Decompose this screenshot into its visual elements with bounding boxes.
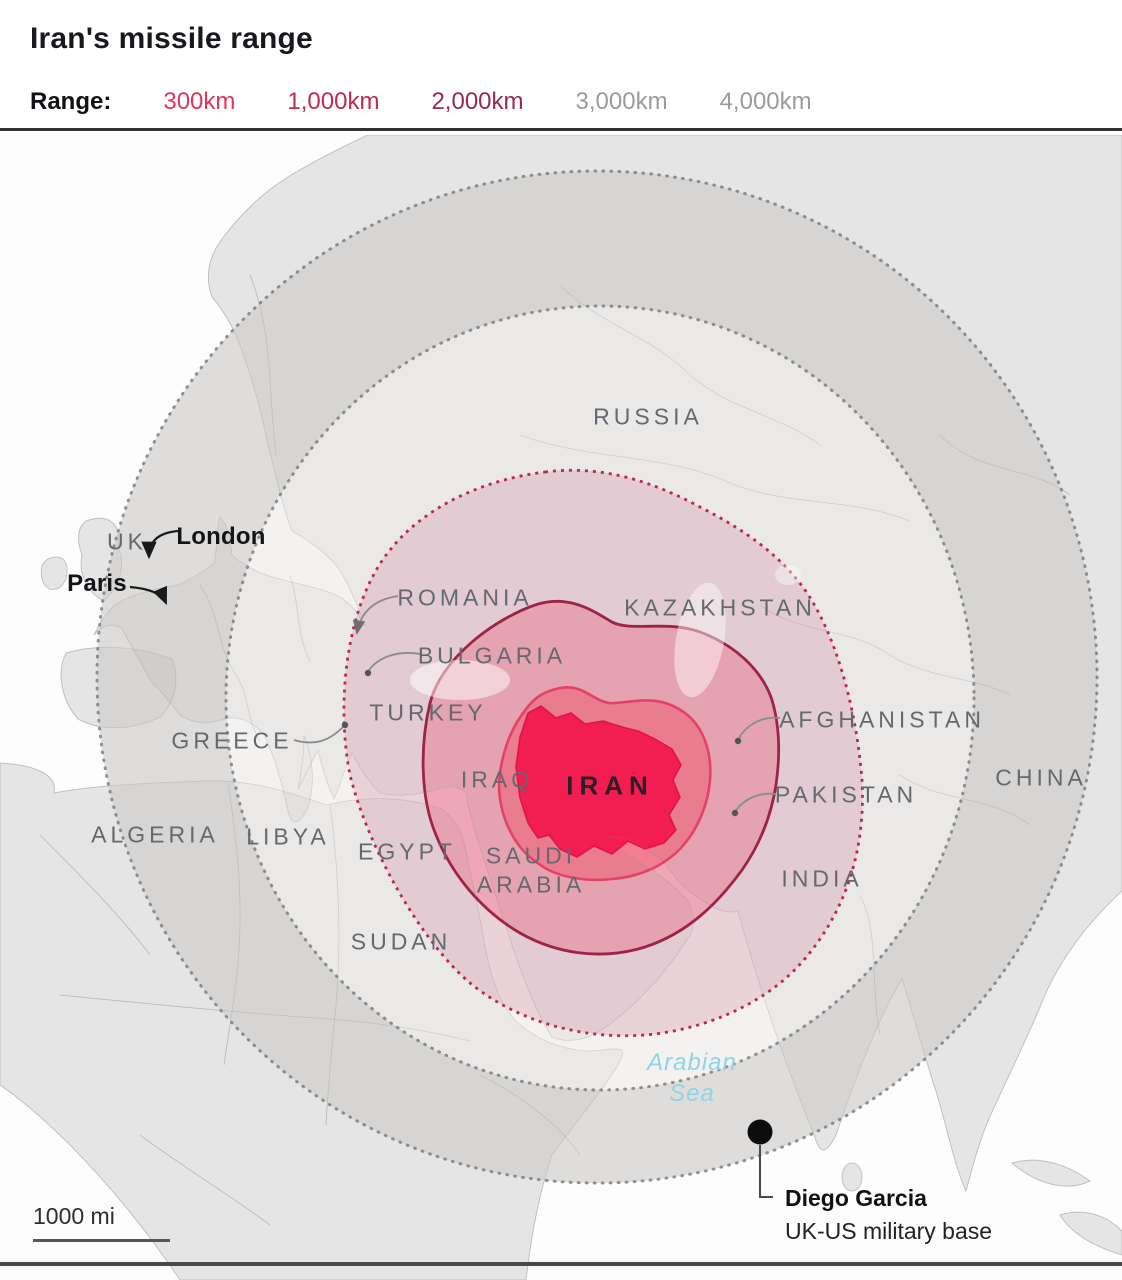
annotation-title: Diego Garcia [785,1185,927,1211]
aral-sea [775,565,801,585]
label-bulgaria: BULGARIA [417,642,567,669]
bottom-divider [0,1262,1122,1266]
leader-lines [129,529,781,1198]
page-title: Iran's missile range [30,22,313,55]
label-london: London [176,523,266,550]
dot-bulgaria [364,669,372,677]
label-iran: IRAN [566,770,654,801]
diego-garcia-marker [747,1119,773,1145]
dot-pakistan [731,809,739,817]
scale-label: 1000 mi [33,1203,115,1229]
label-romania: ROMANIA [397,584,533,611]
label-algeria: ALGERIA [91,821,219,848]
legend-item-1000km: 1,000km [287,88,380,115]
leader-romania [352,595,399,635]
label-arabian-sea: Arabian Sea [647,1048,737,1107]
legend-item-2000km: 2,000km [431,88,524,115]
label-russia: RUSSIA [593,403,703,430]
label-india: INDIA [781,865,863,892]
range-legend: Range: 300km 1,000km 2,000km 3,000km 4,0… [30,88,812,116]
header: Iran's missile range Range: 300km 1,000k… [0,0,1122,135]
label-paris: Paris [67,570,127,597]
legend-item-4000km: 4,000km [719,88,812,115]
leader-greece [293,726,344,744]
black-sea [410,660,510,700]
label-iraq: IRAQ [460,766,534,793]
caspian-sea [674,582,726,698]
diego-garcia-annotation: Diego Garcia UK-US military base [785,1185,992,1245]
map-svg [0,135,1122,1280]
label-uk: UK [107,528,147,555]
scale-bar: 1000 mi [33,1203,170,1242]
leader-dots [341,669,742,817]
leader-bulgaria [368,652,421,671]
inland-seas [410,565,801,700]
scale-line [33,1239,170,1242]
dot-afghanistan [734,737,742,745]
label-saudi-arabia: SAUDI ARABIA [476,842,586,897]
label-kazakhstan: KAZAKHSTAN [624,594,816,621]
leader-afghanistan [738,716,781,739]
annotation-subtitle: UK-US military base [785,1217,993,1244]
legend-item-3000km: 3,000km [575,88,668,115]
label-egypt: EGYPT [358,838,456,865]
leader-paris [129,585,168,606]
label-afghanistan: AFGHANISTAN [779,706,985,733]
dot-greece [341,721,349,729]
header-divider [0,128,1122,131]
leader-diego-garcia [759,1145,773,1198]
label-turkey: TURKEY [369,699,487,726]
leader-pakistan [735,792,777,811]
leader-london [141,529,179,560]
legend-label: Range: [30,88,112,115]
label-china: CHINA [995,764,1087,791]
map-canvas: RUSSIA UK KAZAKHSTAN ROMANIA BULGARIA TU… [0,135,1122,1280]
label-greece: GREECE [171,727,293,754]
label-libya: LIBYA [246,823,330,850]
legend-item-300km: 300km [163,88,236,115]
label-pakistan: PAKISTAN [774,781,918,808]
label-sudan: SUDAN [350,928,452,955]
